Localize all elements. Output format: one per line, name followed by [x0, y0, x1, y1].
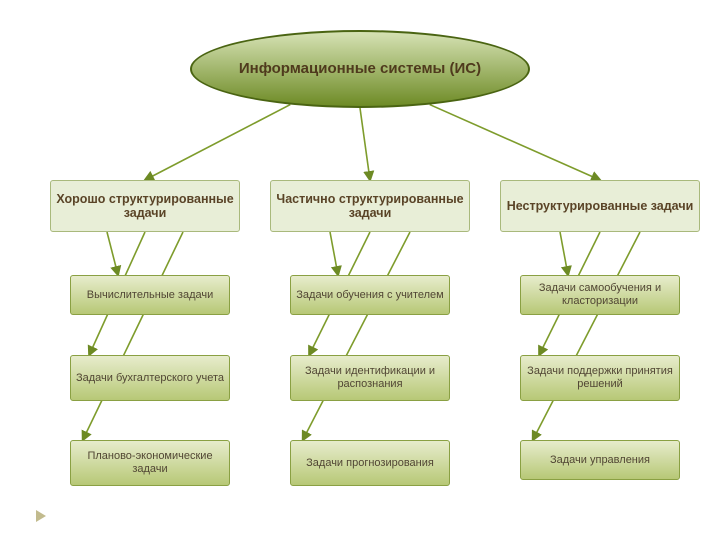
leaf-label: Задачи самообучения и класторизации — [521, 280, 679, 309]
edge — [533, 232, 640, 440]
leaf-identification-recognition: Задачи идентификации и распознания — [290, 355, 450, 401]
category-label: Частично структурированные задачи — [271, 190, 469, 223]
category-label: Неструктурированные задачи — [503, 197, 698, 215]
leaf-forecasting: Задачи прогнозирования — [290, 440, 450, 486]
leaf-label: Задачи поддержки принятия решений — [521, 363, 679, 392]
edge — [303, 232, 410, 440]
leaf-label: Задачи управления — [546, 452, 654, 469]
edge — [107, 232, 118, 275]
category-well-structured: Хорошо структурированные задачи — [50, 180, 240, 232]
root-label: Информационные системы (ИС) — [235, 58, 485, 79]
edge — [360, 108, 370, 180]
leaf-label: Вычислительные задачи — [83, 287, 217, 304]
leaf-label: Задачи обучения с учителем — [292, 287, 447, 304]
root-node: Информационные системы (ИС) — [190, 30, 530, 108]
leaf-self-learning-clustering: Задачи самообучения и класторизации — [520, 275, 680, 315]
leaf-label: Планово-экономические задачи — [71, 448, 229, 477]
edge — [560, 232, 568, 275]
category-label: Хорошо структурированные задачи — [51, 190, 239, 223]
leaf-accounting: Задачи бухгалтерского учета — [70, 355, 230, 401]
edge — [330, 232, 338, 275]
slide-corner-icon — [36, 510, 46, 522]
leaf-label: Задачи прогнозирования — [302, 455, 438, 472]
leaf-label: Задачи бухгалтерского учета — [72, 370, 228, 387]
leaf-label: Задачи идентификации и распознания — [291, 363, 449, 392]
edge — [83, 232, 183, 440]
edge — [430, 105, 600, 180]
leaf-management: Задачи управления — [520, 440, 680, 480]
leaf-supervised-learning: Задачи обучения с учителем — [290, 275, 450, 315]
category-unstructured: Неструктурированные задачи — [500, 180, 700, 232]
leaf-computational: Вычислительные задачи — [70, 275, 230, 315]
edge — [145, 105, 290, 180]
category-partially-structured: Частично структурированные задачи — [270, 180, 470, 232]
leaf-planning-economic: Планово-экономические задачи — [70, 440, 230, 486]
leaf-decision-support: Задачи поддержки принятия решений — [520, 355, 680, 401]
